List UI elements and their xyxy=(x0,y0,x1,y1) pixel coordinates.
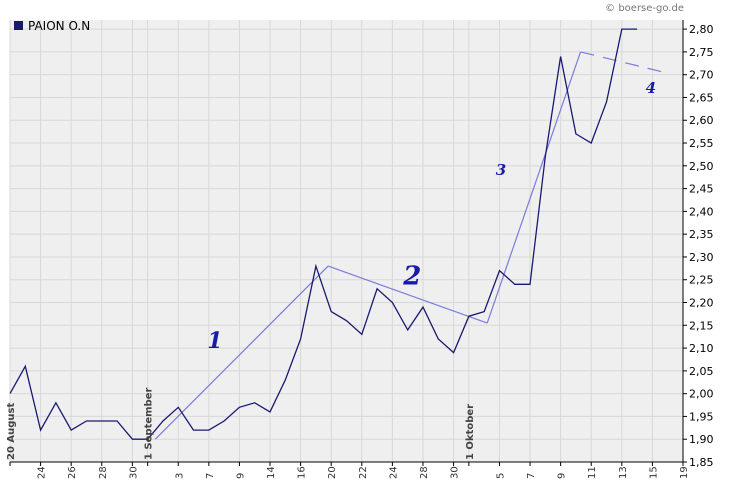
wave-label-3: 3 xyxy=(496,161,506,179)
wave-annotations: 1 2 3 4 xyxy=(207,79,656,354)
source-credit: © boerse-go.de xyxy=(605,3,684,14)
y-tick-label: 2,10 xyxy=(689,342,714,355)
wave-label-2: 2 xyxy=(402,261,421,291)
legend-swatch xyxy=(14,21,23,30)
y-tick-label: 2,15 xyxy=(689,319,714,332)
y-tick-label: 2,80 xyxy=(689,23,714,36)
y-axis-ticks: 2,80 2,75 2,70 2,65 2,60 2,55 2,50 2,45 2,40 2,35… xyxy=(683,23,714,469)
trend-line-dashed xyxy=(580,51,665,73)
x-tick-label: 20 xyxy=(327,466,338,479)
price-series-line xyxy=(9,28,638,440)
x-tick-label-major: 20 August xyxy=(6,403,17,460)
y-tick-label: 2,50 xyxy=(689,160,714,173)
y-tick-label: 2,65 xyxy=(689,91,714,104)
x-tick-label-major: 1 Oktober xyxy=(465,404,476,460)
plot-area xyxy=(10,20,683,462)
y-tick-label: 2,05 xyxy=(689,365,714,378)
x-tick-label: 7 xyxy=(526,473,537,479)
x-tick-label: 24 xyxy=(37,466,48,479)
x-tick-label: 11 xyxy=(587,466,598,479)
wave-label-4: 4 xyxy=(646,79,656,97)
x-axis-ticks: 20 August 24 26 28 30 1 September 3 7 9 14 16 20 22 2… xyxy=(6,387,690,479)
x-tick-label: 7 xyxy=(205,473,216,479)
grid-lines xyxy=(9,20,684,463)
y-tick-label: 1,95 xyxy=(689,410,714,423)
x-tick-label: 13 xyxy=(618,466,629,479)
x-tick-label: 22 xyxy=(358,466,369,479)
trend-line xyxy=(486,51,582,324)
x-tick-label: 14 xyxy=(266,466,277,479)
y-tick-label: 2,75 xyxy=(689,46,714,59)
x-tick-label: 9 xyxy=(557,473,568,479)
y-tick-label: 2,25 xyxy=(689,274,714,287)
x-tick-label: 9 xyxy=(235,473,246,479)
y-tick-label: 1,85 xyxy=(689,456,714,469)
y-tick-label: 2,30 xyxy=(689,251,714,264)
x-tick-label-major: 1 September xyxy=(144,387,155,460)
y-tick-label: 2,00 xyxy=(689,388,714,401)
y-tick-label: 2,70 xyxy=(689,69,714,82)
x-tick-label: 26 xyxy=(67,466,78,479)
y-tick-label: 2,40 xyxy=(689,205,714,218)
trend-line xyxy=(154,265,329,440)
wave-label-1: 1 xyxy=(207,328,222,354)
x-tick-label: 30 xyxy=(450,466,461,479)
x-tick-label: 28 xyxy=(419,466,430,479)
y-tick-label: 2,35 xyxy=(689,228,714,241)
x-tick-label: 28 xyxy=(98,466,109,479)
x-tick-label: 30 xyxy=(128,466,139,479)
y-tick-label: 2,55 xyxy=(689,137,714,150)
x-tick-label: 5 xyxy=(495,473,506,479)
legend-label: PAION O.N xyxy=(28,19,90,33)
y-tick-label: 2,45 xyxy=(689,183,714,196)
x-tick-label: 15 xyxy=(648,466,659,479)
x-tick-label: 16 xyxy=(297,466,308,479)
y-tick-label: 2,20 xyxy=(689,297,714,310)
trend-line xyxy=(327,265,488,324)
y-tick-label: 1,90 xyxy=(689,433,714,446)
trend-lines xyxy=(154,51,665,440)
x-tick-label: 19 xyxy=(679,466,690,479)
y-tick-label: 2,60 xyxy=(689,114,714,127)
x-tick-label: 24 xyxy=(388,466,399,479)
x-tick-label: 3 xyxy=(174,473,185,479)
